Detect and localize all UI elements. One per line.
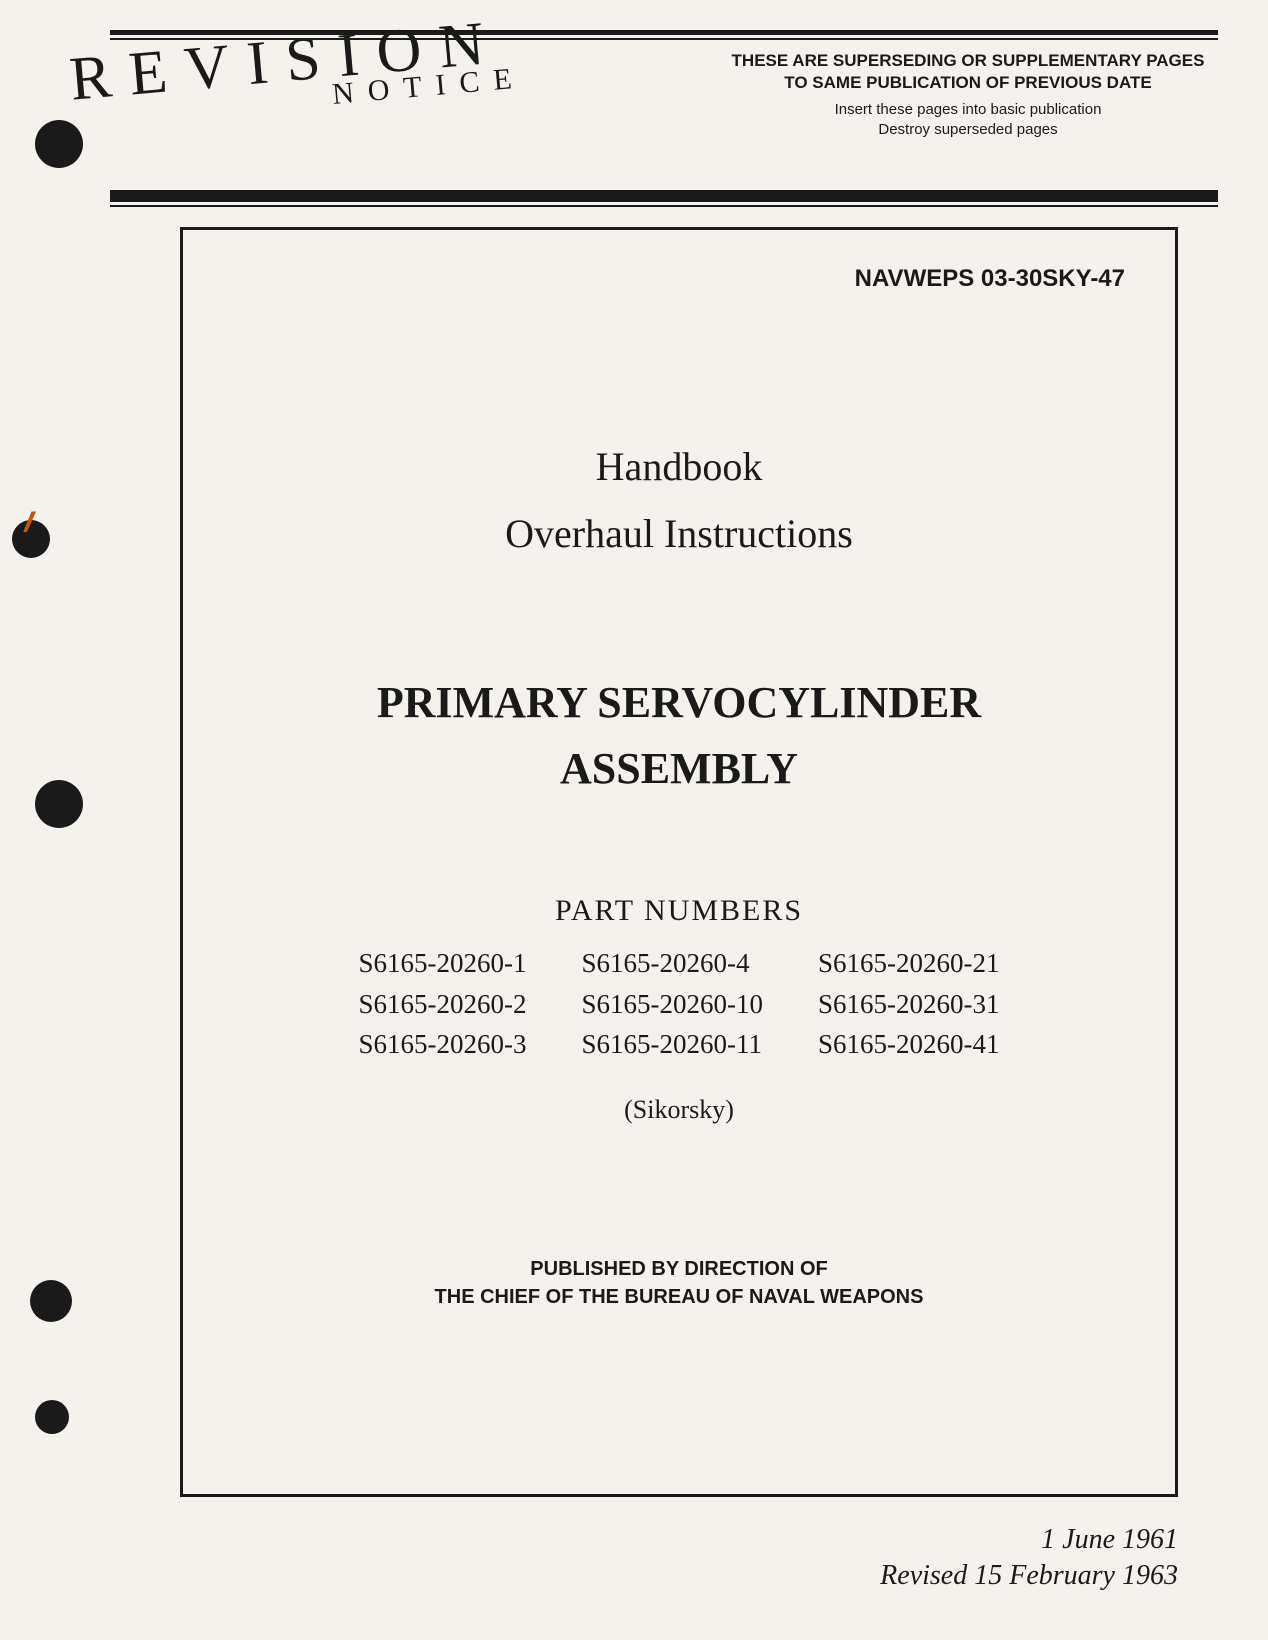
handbook-label: Handbook [233,443,1125,490]
main-content-box: NAVWEPS 03-30SKY-47 Handbook Overhaul In… [180,227,1178,1497]
component-name-line1: PRIMARY SERVOCYLINDER [233,677,1125,728]
part-number: S6165-20260-11 [582,1024,764,1065]
part-numbers-label: PART NUMBERS [233,894,1125,928]
part-number: S6165-20260-41 [818,1024,1000,1065]
header-section: REVISION NOTICE THESE ARE SUPERSEDING OR… [100,50,1218,180]
mid-rule-thick [110,190,1218,202]
part-number: S6165-20260-21 [818,943,1000,984]
navweps-number: NAVWEPS 03-30SKY-47 [233,265,1125,293]
handbook-heading: Handbook Overhaul Instructions [233,443,1125,557]
part-numbers-section: PART NUMBERS S6165-20260-1 S6165-20260-2… [233,894,1125,1125]
supersede-instruction-1: Insert these pages into basic publicatio… [718,100,1218,120]
page-container: ؍؍ REVISION NOTICE THESE ARE SUPERSEDING… [0,0,1268,1640]
component-heading: PRIMARY SERVOCYLINDER ASSEMBLY [233,677,1125,794]
part-number: S6165-20260-3 [359,1024,527,1065]
overhaul-label: Overhaul Instructions [233,510,1125,557]
revision-notice-stamp: REVISION NOTICE [67,5,527,134]
hole-punch-mark [35,1400,69,1434]
manufacturer-name: (Sikorsky) [233,1095,1125,1125]
page-scuff-mark: ؍؍ [18,495,43,550]
issue-date: 1 June 1961 [100,1522,1178,1558]
component-name-line2: ASSEMBLY [233,743,1125,794]
part-number: S6165-20260-2 [359,984,527,1025]
date-block: 1 June 1961 Revised 15 February 1963 [100,1522,1178,1595]
publisher-block: PUBLISHED BY DIRECTION OF THE CHIEF OF T… [233,1255,1125,1311]
publisher-line-1: PUBLISHED BY DIRECTION OF [233,1255,1125,1283]
part-number: S6165-20260-10 [582,984,764,1025]
part-number: S6165-20260-1 [359,943,527,984]
supersede-notice: THESE ARE SUPERSEDING OR SUPPLEMENTARY P… [718,50,1218,139]
parts-column-1: S6165-20260-1 S6165-20260-2 S6165-20260-… [359,943,527,1065]
publisher-line-2: THE CHIEF OF THE BUREAU OF NAVAL WEAPONS [233,1283,1125,1311]
revision-date: Revised 15 February 1963 [100,1558,1178,1594]
parts-column-3: S6165-20260-21 S6165-20260-31 S6165-2026… [818,943,1000,1065]
part-numbers-grid: S6165-20260-1 S6165-20260-2 S6165-20260-… [233,943,1125,1065]
hole-punch-mark [35,780,83,828]
supersede-title: THESE ARE SUPERSEDING OR SUPPLEMENTARY P… [718,50,1218,94]
mid-rule-thin [110,205,1218,207]
parts-column-2: S6165-20260-4 S6165-20260-10 S6165-20260… [582,943,764,1065]
part-number: S6165-20260-31 [818,984,1000,1025]
part-number: S6165-20260-4 [582,943,764,984]
hole-punch-mark [30,1280,72,1322]
supersede-instruction-2: Destroy superseded pages [718,120,1218,140]
